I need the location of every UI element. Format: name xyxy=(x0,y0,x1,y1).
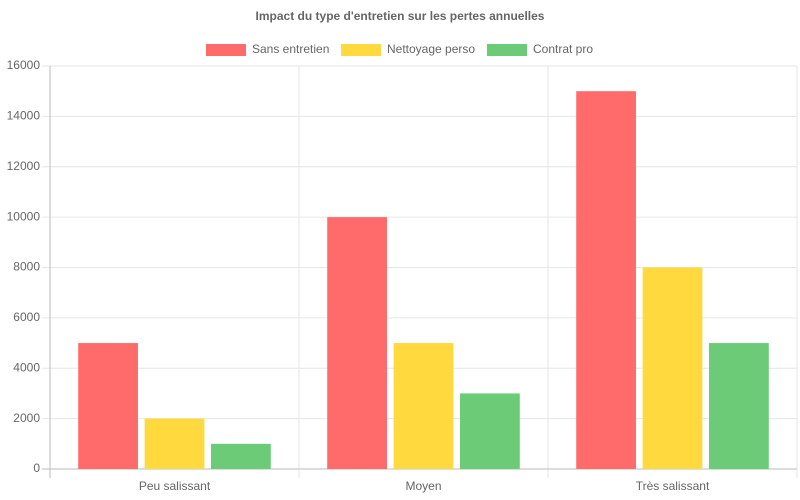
x-tick-label: Peu salissant xyxy=(139,479,211,493)
bar xyxy=(576,91,636,469)
y-tick-label: 0 xyxy=(33,461,40,475)
y-tick-label: 6000 xyxy=(13,310,40,324)
legend-label: Contrat pro xyxy=(533,42,593,56)
legend-swatch xyxy=(487,44,527,56)
bar xyxy=(393,343,454,469)
x-tick-label: Très salissant xyxy=(636,479,710,493)
chart-title: Impact du type d'entretien sur les perte… xyxy=(256,9,545,23)
bar xyxy=(78,343,138,469)
bar xyxy=(709,343,769,469)
y-tick-label: 10000 xyxy=(7,209,41,223)
bar xyxy=(144,418,205,469)
bar xyxy=(642,267,703,469)
bar xyxy=(327,217,387,469)
legend-label: Nettoyage perso xyxy=(387,42,475,56)
x-tick-label: Moyen xyxy=(405,479,441,493)
y-tick-label: 14000 xyxy=(7,109,41,123)
y-tick-label: 16000 xyxy=(7,58,41,72)
y-tick-label: 8000 xyxy=(13,260,40,274)
legend-label: Sans entretien xyxy=(252,42,329,56)
y-tick-label: 2000 xyxy=(13,411,40,425)
legend-swatch xyxy=(341,44,381,56)
bar xyxy=(460,393,520,469)
y-tick-label: 12000 xyxy=(7,159,41,173)
y-tick-label: 4000 xyxy=(13,360,40,374)
bar xyxy=(211,443,271,469)
legend-swatch xyxy=(206,44,246,56)
